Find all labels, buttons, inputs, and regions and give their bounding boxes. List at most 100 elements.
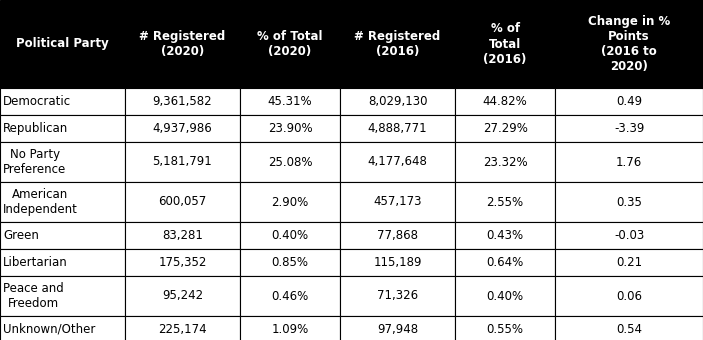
Bar [455, 142, 555, 182]
Text: 1.76: 1.76 [616, 155, 643, 169]
Bar [0, 249, 125, 276]
Text: 0.85%: 0.85% [271, 256, 309, 269]
Text: Unknown/Other: Unknown/Other [3, 323, 96, 336]
Text: # Registered
(2020): # Registered (2020) [139, 30, 226, 58]
Text: 5,181,791: 5,181,791 [153, 155, 212, 169]
Text: 0.06: 0.06 [617, 289, 642, 303]
Text: % of Total
(2020): % of Total (2020) [257, 30, 323, 58]
Text: Democratic: Democratic [3, 95, 71, 108]
Bar [125, 222, 240, 249]
Text: Republican: Republican [3, 122, 68, 135]
Bar [240, 182, 340, 222]
Text: 2.55%: 2.55% [486, 195, 524, 208]
Text: 0.64%: 0.64% [486, 256, 524, 269]
Text: American
Independent: American Independent [3, 188, 78, 216]
Bar [340, 0, 455, 88]
Bar [125, 142, 240, 182]
Text: 0.54: 0.54 [617, 323, 642, 336]
Bar [125, 276, 240, 316]
Bar [0, 182, 125, 222]
Bar [240, 276, 340, 316]
Bar [555, 142, 703, 182]
Text: 45.31%: 45.31% [268, 95, 312, 108]
Text: Green: Green [3, 229, 39, 242]
Bar [125, 316, 240, 340]
Bar [0, 0, 125, 88]
Bar [455, 316, 555, 340]
Bar [340, 222, 455, 249]
Text: 83,281: 83,281 [162, 229, 203, 242]
Bar [240, 222, 340, 249]
Bar [455, 222, 555, 249]
Bar [0, 222, 125, 249]
Text: Libertarian: Libertarian [3, 256, 67, 269]
Text: 0.55%: 0.55% [486, 323, 524, 336]
Bar [340, 182, 455, 222]
Text: 0.35: 0.35 [617, 195, 642, 208]
Bar [340, 316, 455, 340]
Text: Change in %
Points
(2016 to
2020): Change in % Points (2016 to 2020) [588, 15, 670, 73]
Text: 71,326: 71,326 [377, 289, 418, 303]
Bar [555, 88, 703, 115]
Text: 600,057: 600,057 [158, 195, 207, 208]
Text: No Party
Preference: No Party Preference [3, 148, 66, 176]
Bar [240, 316, 340, 340]
Text: 9,361,582: 9,361,582 [153, 95, 212, 108]
Text: 0.40%: 0.40% [271, 229, 309, 242]
Text: 27.29%: 27.29% [483, 122, 527, 135]
Bar [240, 115, 340, 142]
Text: Peace and
Freedom: Peace and Freedom [3, 282, 64, 310]
Bar [240, 0, 340, 88]
Bar [555, 182, 703, 222]
Text: 225,174: 225,174 [158, 323, 207, 336]
Text: 8,029,130: 8,029,130 [368, 95, 427, 108]
Text: % of
Total
(2016): % of Total (2016) [484, 22, 527, 66]
Text: 97,948: 97,948 [377, 323, 418, 336]
Bar [340, 276, 455, 316]
Bar [240, 88, 340, 115]
Text: 175,352: 175,352 [158, 256, 207, 269]
Text: 4,888,771: 4,888,771 [368, 122, 427, 135]
Text: 95,242: 95,242 [162, 289, 203, 303]
Bar [455, 88, 555, 115]
Text: 4,937,986: 4,937,986 [153, 122, 212, 135]
Bar [125, 115, 240, 142]
Bar [340, 249, 455, 276]
Bar [125, 249, 240, 276]
Bar [0, 276, 125, 316]
Bar [240, 142, 340, 182]
Text: -3.39: -3.39 [614, 122, 645, 135]
Bar [125, 182, 240, 222]
Text: 0.21: 0.21 [616, 256, 643, 269]
Bar [0, 142, 125, 182]
Bar [0, 88, 125, 115]
Bar [555, 222, 703, 249]
Bar [555, 249, 703, 276]
Bar [555, 316, 703, 340]
Bar [340, 115, 455, 142]
Text: 115,189: 115,189 [373, 256, 422, 269]
Text: 77,868: 77,868 [377, 229, 418, 242]
Text: -0.03: -0.03 [614, 229, 645, 242]
Bar [240, 249, 340, 276]
Bar [125, 88, 240, 115]
Bar [340, 88, 455, 115]
Text: 0.43%: 0.43% [486, 229, 524, 242]
Text: 2.90%: 2.90% [271, 195, 309, 208]
Text: 23.32%: 23.32% [483, 155, 527, 169]
Bar [0, 316, 125, 340]
Bar [555, 276, 703, 316]
Text: 4,177,648: 4,177,648 [368, 155, 427, 169]
Text: 0.46%: 0.46% [271, 289, 309, 303]
Text: # Registered
(2016): # Registered (2016) [354, 30, 441, 58]
Bar [455, 249, 555, 276]
Text: 23.90%: 23.90% [268, 122, 312, 135]
Bar [555, 0, 703, 88]
Text: 1.09%: 1.09% [271, 323, 309, 336]
Bar [555, 115, 703, 142]
Text: 0.49: 0.49 [616, 95, 643, 108]
Text: Political Party: Political Party [16, 37, 109, 51]
Bar [455, 276, 555, 316]
Bar [125, 0, 240, 88]
Bar [0, 115, 125, 142]
